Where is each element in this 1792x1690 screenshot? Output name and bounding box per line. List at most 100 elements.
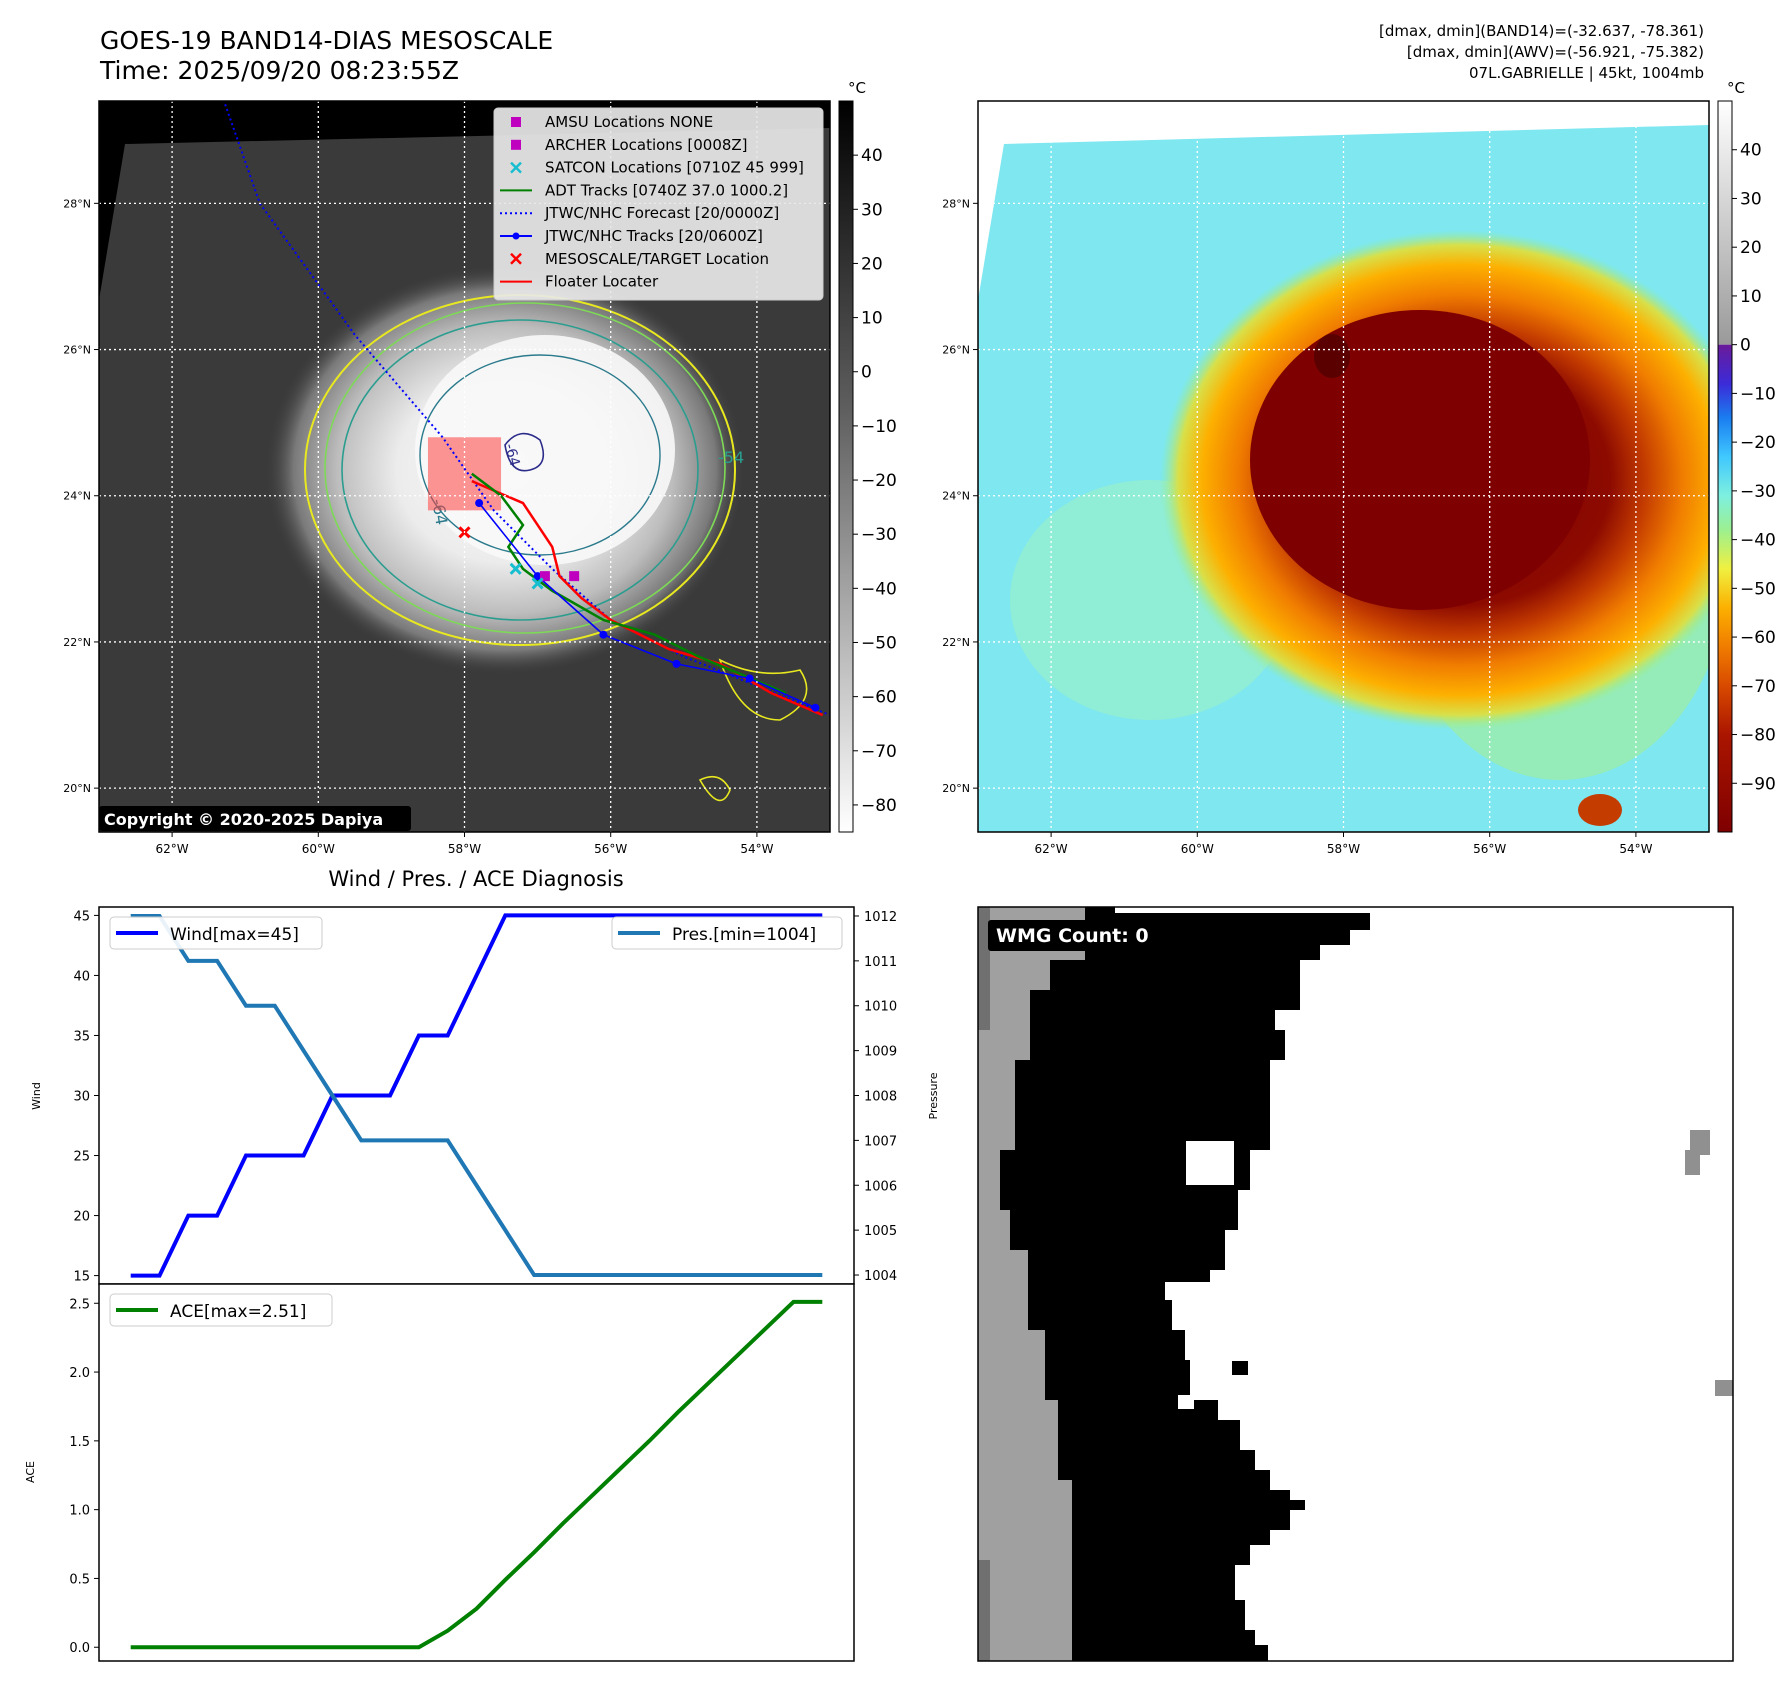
colorbar-tick-label: −90 — [1740, 774, 1776, 794]
contour-teal — [341, 319, 699, 621]
ace-series-line — [130, 1299, 823, 1650]
pressure-legend-box — [611, 916, 843, 950]
colorbar-tick-label: −10 — [1740, 384, 1776, 404]
legend-label: SATCON Locations [0710Z 45 999] — [545, 159, 804, 177]
ace-legend-label: ACE[max=2.51] — [170, 1302, 306, 1322]
ace-tick-label: 2.0 — [69, 1366, 90, 1381]
ace-legend-box — [109, 1293, 333, 1327]
colorbar-tick-label: −60 — [1740, 628, 1776, 648]
floater-box — [427, 437, 502, 511]
pressure-series-line — [130, 913, 823, 1278]
jtwc-forecast-line — [222, 101, 830, 716]
lon-tick-label: 60°W — [1181, 842, 1214, 856]
contour-lightgreen — [324, 302, 726, 634]
colorbar-tick-label: −50 — [1740, 579, 1776, 599]
color-map-gridlines — [978, 101, 1709, 832]
colorbar-tick-label: −80 — [861, 796, 897, 816]
color-colorbar-gray-part — [1718, 101, 1732, 345]
contour-label-1: -54 — [718, 448, 744, 467]
colorbar-tick-label: 30 — [861, 200, 883, 220]
bw-colorbar-unit: °C — [848, 79, 866, 97]
pressure-tick-label: 1007 — [864, 1134, 897, 1149]
contour-yellow-sw — [718, 658, 808, 721]
color-storm-core — [1250, 310, 1590, 610]
wmg-frame — [977, 906, 1734, 1662]
colorbar-tick-label: 10 — [1740, 287, 1762, 307]
colorbar-tick-label: −10 — [861, 417, 897, 437]
lon-tick-label: 56°W — [594, 842, 627, 856]
color-colorbar-color-part — [1718, 344, 1732, 832]
figure-title: GOES-19 BAND14-DIAS MESOSCALE — [100, 26, 554, 55]
ace-tick-label: 2.5 — [69, 1297, 90, 1312]
wind-series-line — [130, 913, 823, 1278]
wind-legend-label: Wind[max=45] — [170, 925, 299, 945]
pressure-tick-label: 1012 — [864, 910, 897, 925]
colorbar-tick-label: −40 — [861, 579, 897, 599]
color-map-panel: 20°N 22°N 24°N 26°N 28°N 62°W 60°W 58°W 56°W 54°W — [942, 100, 1710, 856]
diagnosis-title: Wind / Pres. / ACE Diagnosis — [328, 867, 623, 891]
colorbar-tick-label: −60 — [861, 688, 897, 708]
color-colorbar: °C 40 30 20 10 0 −10 −20 −30 −40 −50 −60 −70 −80 −90 — [1717, 79, 1776, 833]
wind-chart-background — [99, 907, 854, 1284]
bw-colorbar-frame — [838, 100, 854, 833]
contour-yellow-small — [698, 775, 731, 802]
colorbar-tick-label: −80 — [1740, 726, 1776, 746]
lat-tick-label: 24°N — [63, 490, 91, 503]
wind-pressure-chart: 15 20 25 30 35 40 45 1004 1005 1006 1007 1008 1009 1… — [30, 867, 940, 1285]
wind-tick-label: 15 — [73, 1270, 90, 1285]
lon-tick-label: 60°W — [302, 842, 335, 856]
legend-marker — [510, 252, 522, 265]
wmg-white-hole-2 — [1178, 1395, 1194, 1409]
wmg-gray-speck-1 — [1685, 1130, 1710, 1175]
contour-label-3: -64 — [501, 442, 522, 468]
pressure-tick-label: 1004 — [864, 1269, 897, 1284]
jtwc-track-point — [475, 499, 484, 508]
lat-tick-label: 20°N — [942, 782, 970, 795]
colorbar-tick-label: 10 — [861, 309, 883, 329]
wmg-label-box — [988, 920, 1170, 951]
satcon-location — [531, 577, 544, 590]
colorbar-tick-label: −30 — [861, 525, 897, 545]
wind-tick-label: 20 — [73, 1210, 90, 1225]
legend-label: JTWC/NHC Tracks [20/0600Z] — [544, 227, 763, 245]
jtwc-track-line — [478, 502, 816, 709]
colorbar-tick-label: 0 — [1740, 336, 1751, 356]
lat-tick-label: 22°N — [63, 636, 91, 649]
colorbar-tick-label: −40 — [1740, 531, 1776, 551]
legend-label: JTWC/NHC Forecast [20/0000Z] — [544, 204, 779, 222]
colorbar-tick-label: 20 — [861, 254, 883, 274]
lat-tick-label: 22°N — [942, 636, 970, 649]
colorbar-tick-label: 0 — [861, 363, 872, 383]
ace-chart: 0.0 0.5 1.0 1.5 2.0 2.5 ACE ACE[max=2.51] — [24, 1283, 855, 1662]
colorbar-tick-label: 30 — [1740, 189, 1762, 209]
lon-tick-label: 58°W — [448, 842, 481, 856]
pressure-tick-label: 1009 — [864, 1045, 897, 1060]
lon-tick-label: 58°W — [1327, 842, 1360, 856]
lat-tick-label: 20°N — [63, 782, 91, 795]
legend-label: ARCHER Locations [0008Z] — [545, 136, 748, 154]
wmg-count-label: WMG Count: 0 — [996, 925, 1149, 947]
wind-tick-label: 40 — [73, 969, 90, 984]
pressure-tick-label: 1006 — [864, 1179, 897, 1194]
legend-label: AMSU Locations NONE — [545, 113, 713, 131]
map-legend-box — [493, 107, 824, 301]
bw-map-panel: -54 -64 -64 20°N22°N24°N26°N28°N62°W 60°W… — [63, 100, 831, 856]
pressure-tick-label: 1010 — [864, 1000, 897, 1015]
legend-label: Floater Locater — [545, 273, 659, 291]
wind-tick-label: 35 — [73, 1029, 90, 1044]
legend-marker — [511, 139, 521, 150]
bw-colorbar: °C 40 30 20 10 0 −10 −20 −30 −40 −50 −60 −70 −80 — [838, 79, 897, 833]
lon-tick-label: 54°W — [1619, 842, 1652, 856]
ace-tick-label: 0.0 — [69, 1641, 90, 1656]
info-storm: 07L.GABRIELLE | 45kt, 1004mb — [1469, 64, 1704, 82]
legend-marker — [510, 161, 522, 174]
wmg-panel: WMG Count: 0 — [977, 906, 1734, 1662]
color-colorbar-frame — [1717, 100, 1733, 833]
color-map-ticks: 20°N 22°N 24°N 26°N 28°N 62°W 60°W 58°W 56°W 54°W — [942, 197, 1652, 856]
jtwc-track-point — [811, 703, 820, 712]
lon-tick-label: 56°W — [1473, 842, 1506, 856]
lat-tick-label: 28°N — [63, 197, 91, 210]
legend-marker — [512, 232, 520, 240]
colorbar-tick-label: 40 — [1740, 141, 1762, 161]
wmg-black-speck — [1232, 1361, 1248, 1375]
